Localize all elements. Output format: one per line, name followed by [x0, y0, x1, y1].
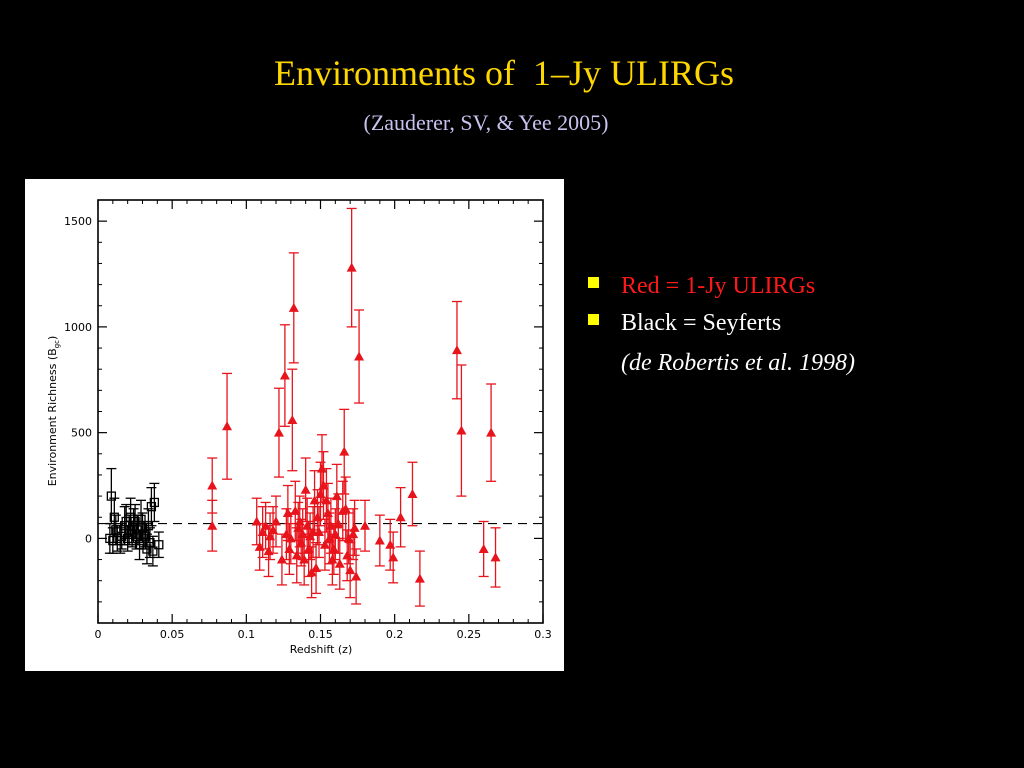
data-point-ulirg	[478, 543, 489, 553]
slide-subtitle: (Zauderer, SV, & Yee 2005)	[363, 110, 609, 135]
data-layer	[104, 207, 501, 607]
x-tick-label: 0.15	[308, 628, 333, 641]
data-point-ulirg	[311, 563, 322, 573]
data-point-ulirg	[345, 565, 356, 575]
x-tick-label: 0.1	[238, 628, 256, 641]
data-point-ulirg	[333, 518, 344, 528]
y-tick-label: 1500	[64, 215, 92, 228]
data-point-seyfert	[154, 540, 164, 550]
data-point-ulirg	[351, 571, 362, 581]
x-axis-label: Redshift (z)	[290, 643, 353, 656]
data-point-ulirg	[374, 535, 385, 545]
data-point-seyfert	[149, 497, 160, 508]
bullet-seyferts: Black = Seyferts	[588, 305, 1008, 342]
x-tick-label: 0.05	[160, 628, 185, 641]
data-point-ulirg	[271, 516, 281, 526]
data-point-ulirg	[207, 520, 218, 530]
legend-bullets: Red = 1-Jy ULIRGs Black = Seyferts (de R…	[588, 268, 1008, 382]
x-tick-label: 0	[95, 628, 102, 641]
data-point-ulirg	[388, 552, 399, 562]
data-point-ulirg	[314, 527, 325, 537]
bullet-ulirgs: Red = 1-Jy ULIRGs	[588, 268, 1008, 305]
data-point-seyfert	[148, 546, 158, 556]
data-point-ulirg	[328, 543, 339, 553]
y-axis-label-main: Environment Richness (B	[46, 348, 59, 486]
square-bullet-icon	[588, 314, 599, 325]
data-point-seyfert	[106, 491, 116, 501]
y-tick-label: 0	[85, 532, 92, 545]
data-point-ulirg	[339, 446, 350, 456]
axes-layer: 0 0.05 0.1 0.15 0.2 0.25 0.3 0 500 1000 1500	[64, 199, 552, 641]
bullet-seyferts-label: Black = Seyferts	[621, 310, 782, 336]
y-axis-label-subscript: gc	[53, 340, 61, 348]
data-point-ulirg	[222, 421, 233, 431]
data-point-ulirg	[334, 558, 345, 568]
x-tick-label: 0.2	[386, 628, 404, 641]
y-tick-label: 1000	[64, 321, 92, 334]
data-point-ulirg	[407, 488, 418, 498]
slide-title: Environments of 1–Jy ULIRGs	[274, 53, 734, 93]
data-point-ulirg	[300, 484, 311, 494]
x-tick-label: 0.25	[457, 628, 482, 641]
y-tick-label: 500	[71, 427, 92, 440]
data-point-ulirg	[349, 522, 360, 532]
data-point-ulirg	[490, 552, 501, 562]
data-point-ulirg	[279, 370, 290, 380]
data-point-ulirg	[346, 262, 357, 272]
data-point-ulirg	[288, 302, 299, 312]
data-point-ulirg	[291, 550, 302, 560]
y-axis-label: Environment Richness (Bgc)	[46, 336, 61, 487]
data-point-ulirg	[486, 427, 497, 437]
x-tick-label: 0.3	[534, 628, 552, 641]
data-point-ulirg	[299, 554, 310, 564]
plot-frame	[97, 199, 544, 624]
bullet-ulirgs-label: Red = 1-Jy ULIRGs	[621, 273, 816, 299]
data-point-ulirg	[395, 512, 406, 522]
data-point-ulirg	[414, 573, 425, 583]
data-point-ulirg	[331, 491, 342, 501]
data-point-ulirg	[321, 495, 332, 505]
data-point-ulirg	[284, 543, 295, 553]
data-point-ulirg	[360, 520, 370, 530]
data-point-ulirg	[451, 345, 462, 355]
data-point-ulirg	[273, 427, 284, 437]
data-point-ulirg	[319, 539, 330, 549]
data-point-seyfert	[142, 544, 152, 554]
y-axis-label-close: )	[46, 336, 59, 340]
scatter-chart: 0 0.05 0.1 0.15 0.2 0.25 0.3 0 500 1000 1500 Redsh…	[46, 199, 552, 656]
data-point-ulirg	[287, 414, 298, 424]
data-point-ulirg	[340, 503, 351, 513]
data-point-seyfert	[109, 512, 119, 522]
citation-text: (de Robertis et al. 1998)	[621, 350, 855, 376]
data-point-ulirg	[207, 480, 218, 490]
data-point-ulirg	[354, 351, 365, 361]
chart-panel: 0 0.05 0.1 0.15 0.2 0.25 0.3 0 500 1000 1500 Redsh…	[25, 179, 564, 671]
square-bullet-icon	[588, 277, 599, 288]
data-point-ulirg	[456, 425, 467, 435]
data-point-ulirg	[348, 529, 359, 539]
